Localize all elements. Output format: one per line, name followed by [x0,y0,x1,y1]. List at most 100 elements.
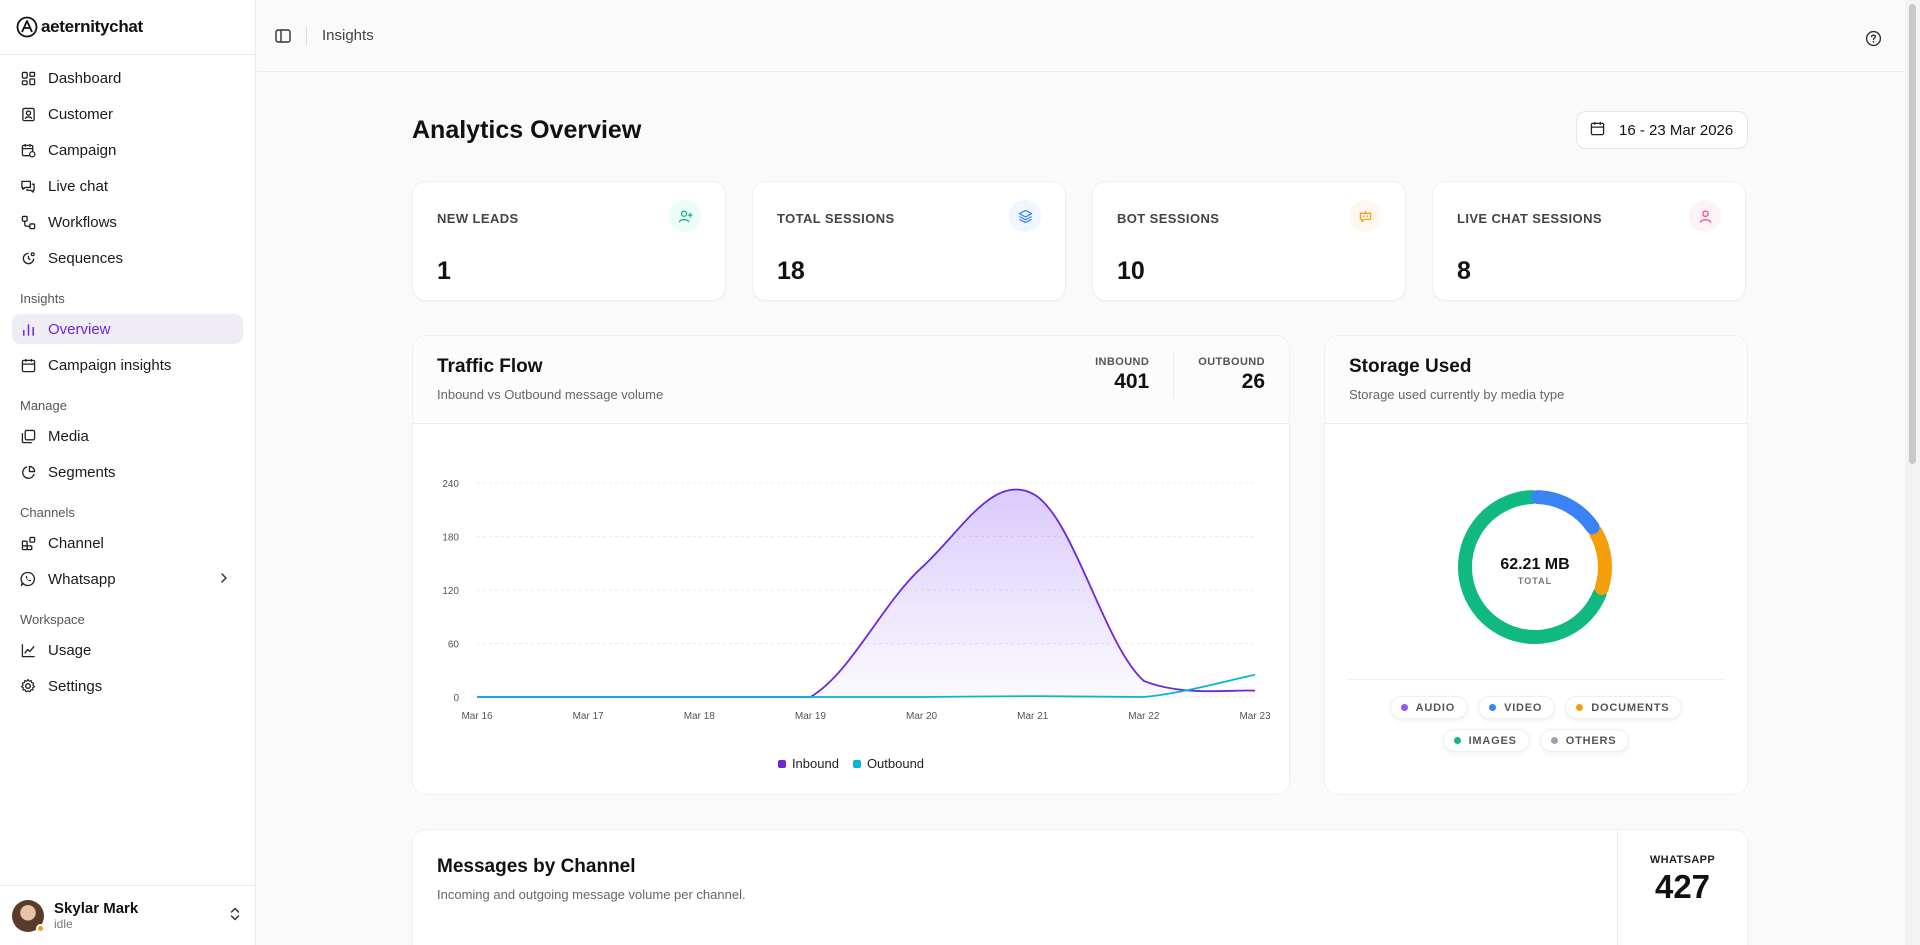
storage-legend-row: IMAGES OTHERS [1325,729,1747,752]
stat-label: LIVE CHAT SESSIONS [1457,211,1602,226]
chevrons-up-down-icon[interactable] [228,906,242,927]
user-icon [1689,200,1721,232]
x-tick-label: Mar 16 [461,711,493,722]
sidebar-item-label: Live chat [48,177,109,195]
donut-slice-video[interactable] [1531,490,1600,535]
messages-subtitle: Incoming and outgoing message volume per… [437,887,746,902]
storage-donut-chart[interactable]: 62.21 MB TOTAL [1325,425,1748,675]
traffic-flow-subtitle: Inbound vs Outbound message volume [437,387,664,402]
sidebar-item-campaign[interactable]: Campaign [12,135,243,165]
user-menu[interactable]: Skylar Mark idle [0,885,256,945]
section-label-channels: Channels [20,505,75,520]
topbar: Insights [257,0,1920,72]
donut-slice-documents[interactable] [1588,525,1612,595]
sidebar-item-dashboard[interactable]: Dashboard [12,63,243,93]
stat-label: TOTAL SESSIONS [777,211,895,226]
legend-dot [1400,704,1408,711]
page-scrollbar[interactable] [1905,0,1920,945]
traffic-flow-card: Traffic Flow Inbound vs Outbound message… [412,335,1290,795]
chevron-right-icon[interactable] [217,571,231,589]
stat-label: BOT SESSIONS [1117,211,1220,226]
x-tick-label: Mar 19 [795,711,827,722]
pie-chart-icon [20,464,36,480]
legend-item-inbound[interactable]: Inbound [777,756,839,771]
legend-pill-video[interactable]: VIDEO [1478,696,1556,719]
sidebar-item-settings[interactable]: Settings [12,671,243,701]
sidebar-item-label: Media [48,427,89,445]
stat-value: 1 [437,257,451,285]
sidebar-item-channel[interactable]: Channel [12,528,243,558]
calendar-icon [20,357,36,373]
help-icon[interactable] [1865,30,1882,52]
breadcrumb[interactable]: Insights [322,27,374,44]
traffic-flow-header: Traffic Flow Inbound vs Outbound message… [413,336,1289,424]
page-title: Analytics Overview [412,116,642,144]
layers-icon [1009,200,1041,232]
sidebar-item-media[interactable]: Media [12,421,243,451]
channel-icon [20,535,36,551]
sidebar-item-whatsapp[interactable]: Whatsapp [12,564,243,594]
avatar [12,899,45,933]
storage-header: Storage Used Storage used currently by m… [1325,336,1747,424]
date-range-label: 16 - 23 Mar 2026 [1619,121,1734,139]
whatsapp-total-value: 427 [1654,868,1711,905]
bar-chart-icon [20,321,36,337]
brand-logo-icon [16,16,38,38]
stat-card-new-leads: NEW LEADS 1 [412,181,726,301]
legend-item-outbound[interactable]: Outbound [852,756,924,771]
legend-label: VIDEO [1504,701,1543,714]
legend-label: OTHERS [1565,734,1617,747]
sidebar-item-label: Sequences [48,249,124,267]
sidebar-item-segments[interactable]: Segments [12,457,243,487]
date-range-button[interactable]: 16 - 23 Mar 2026 [1576,111,1748,149]
sidebar-item-workflows[interactable]: Workflows [12,207,243,237]
sidebar-item-customer[interactable]: Customer [12,99,243,129]
sidebar-item-label: Usage [48,641,92,659]
section-label-insights: Insights [20,291,65,306]
legend-pill-documents[interactable]: DOCUMENTS [1565,696,1683,719]
brand[interactable]: aeternitychat [0,0,255,55]
legend-label: IMAGES [1468,734,1517,747]
legend-swatch [852,759,861,768]
legend-dot [1489,704,1497,711]
totals-divider [1173,352,1175,398]
donut-slice-images[interactable] [1458,490,1607,644]
stat-value: 10 [1117,257,1145,285]
inbound-total-value: 401 [1114,370,1150,393]
stat-card-live-chat-sessions: LIVE CHAT SESSIONS 8 [1432,181,1746,301]
sidebar-item-label: Campaign [48,141,117,159]
legend-label: DOCUMENTS [1591,701,1670,714]
messages-by-channel-card: Messages by Channel Incoming and outgoin… [412,829,1748,945]
legend-dot [1576,704,1584,711]
campaign-icon [20,142,36,158]
legend-pill-others[interactable]: OTHERS [1539,729,1630,752]
sidebar-item-overview[interactable]: Overview [12,314,243,344]
user-status: idle [54,917,73,931]
sidebar-item-campaign-insights[interactable]: Campaign insights [12,350,243,380]
traffic-totals: INBOUND 401 OUTBOUND 26 [1095,352,1265,398]
sidebar-item-live-chat[interactable]: Live chat [12,171,243,201]
whatsapp-total-label: WHATSAPP [1649,854,1716,866]
messages-title: Messages by Channel [437,856,636,877]
sidebar-item-sequences[interactable]: Sequences [12,243,243,273]
legend-pill-audio[interactable]: AUDIO [1389,696,1469,719]
legend-pill-images[interactable]: IMAGES [1442,729,1530,752]
usage-icon [20,642,36,658]
outbound-total: OUTBOUND 26 [1198,356,1265,398]
dashboard-icon [20,70,36,86]
sidebar: aeternitychat Dashboard Customer Campaig… [0,0,256,945]
traffic-flow-chart[interactable]: 0 60 120 180 240 Mar 16 Mar 17 Mar 18 Mar 19 Mar … [413,425,1290,735]
whatsapp-total: WHATSAPP 427 [1617,830,1747,945]
sidebar-item-usage[interactable]: Usage [12,635,243,665]
user-name: Skylar Mark [54,900,139,917]
inbound-total: INBOUND 401 [1095,356,1149,398]
storage-legend-row: AUDIO VIDEO DOCUMENTS [1325,696,1747,719]
sidebar-item-label: Segments [48,463,116,481]
y-tick-label: 120 [442,586,459,597]
scrollbar-thumb[interactable] [1909,4,1916,464]
media-icon [20,428,36,444]
stat-value: 8 [1457,257,1471,285]
topbar-divider [306,25,307,46]
y-tick-label: 180 [442,533,459,544]
sidebar-toggle-icon[interactable] [274,27,292,45]
